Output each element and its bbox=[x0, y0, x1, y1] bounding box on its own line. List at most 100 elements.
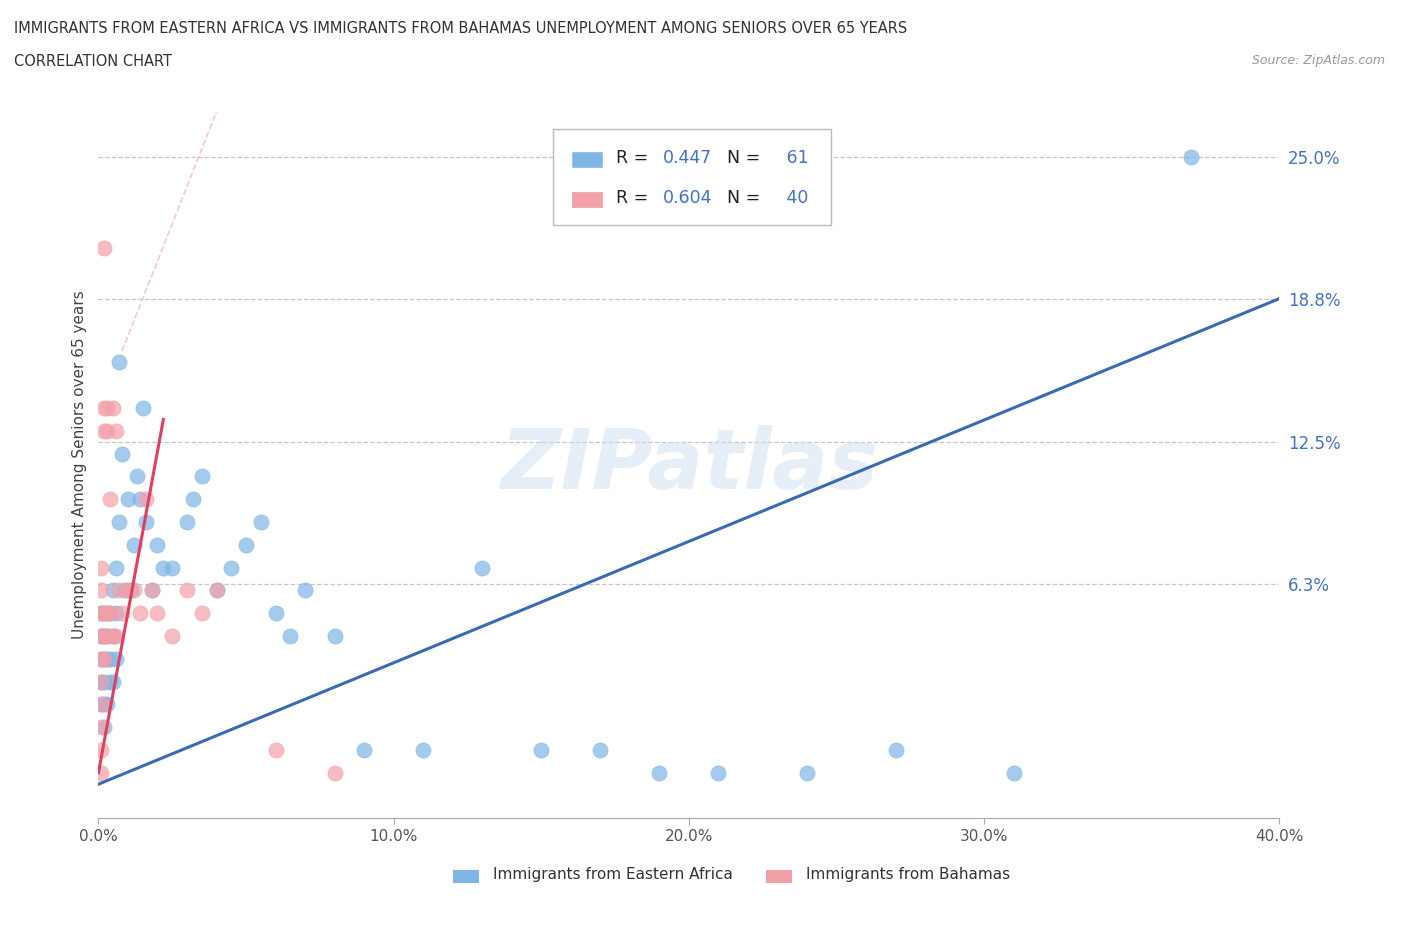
Text: Immigrants from Bahamas: Immigrants from Bahamas bbox=[806, 868, 1010, 883]
Point bbox=[205, 583, 228, 598]
Point bbox=[353, 742, 375, 757]
Point bbox=[103, 583, 125, 598]
Point bbox=[141, 583, 163, 598]
Text: 0.604: 0.604 bbox=[664, 189, 713, 207]
Point bbox=[250, 514, 273, 529]
Point bbox=[96, 629, 118, 644]
Point bbox=[146, 538, 169, 552]
Text: Immigrants from Eastern Africa: Immigrants from Eastern Africa bbox=[494, 868, 733, 883]
FancyBboxPatch shape bbox=[572, 152, 602, 166]
Point bbox=[98, 605, 121, 620]
Point bbox=[105, 629, 128, 644]
Point bbox=[96, 697, 118, 711]
Point bbox=[264, 742, 287, 757]
Point bbox=[90, 651, 112, 666]
Point bbox=[191, 469, 214, 484]
Point bbox=[108, 355, 131, 370]
Point bbox=[93, 651, 115, 666]
Text: R =: R = bbox=[616, 189, 654, 207]
Point bbox=[103, 629, 125, 644]
Text: Source: ZipAtlas.com: Source: ZipAtlas.com bbox=[1251, 54, 1385, 67]
Point bbox=[90, 560, 112, 575]
Point bbox=[135, 492, 157, 507]
Point bbox=[530, 742, 553, 757]
Point bbox=[323, 629, 346, 644]
Y-axis label: Unemployment Among Seniors over 65 years: Unemployment Among Seniors over 65 years bbox=[72, 291, 87, 640]
Text: 61: 61 bbox=[782, 149, 808, 166]
FancyBboxPatch shape bbox=[572, 192, 602, 206]
Text: N =: N = bbox=[716, 149, 761, 166]
Point bbox=[114, 583, 136, 598]
Point bbox=[125, 469, 148, 484]
Text: ZIPatlas: ZIPatlas bbox=[501, 424, 877, 506]
Point bbox=[264, 605, 287, 620]
Point bbox=[105, 423, 128, 438]
Text: CORRELATION CHART: CORRELATION CHART bbox=[14, 54, 172, 69]
Point bbox=[707, 765, 730, 780]
Point bbox=[90, 697, 112, 711]
Point bbox=[132, 401, 155, 416]
Point bbox=[141, 583, 163, 598]
Point bbox=[1002, 765, 1025, 780]
Point bbox=[90, 697, 112, 711]
Point bbox=[93, 629, 115, 644]
Point bbox=[90, 720, 112, 735]
Point bbox=[98, 492, 121, 507]
Point bbox=[128, 605, 150, 620]
Point bbox=[412, 742, 434, 757]
Text: N =: N = bbox=[716, 189, 761, 207]
Point bbox=[96, 605, 118, 620]
Point bbox=[205, 583, 228, 598]
Point bbox=[103, 629, 125, 644]
Point bbox=[98, 674, 121, 689]
Point bbox=[93, 241, 115, 256]
Point bbox=[181, 492, 204, 507]
Point bbox=[117, 492, 139, 507]
Point bbox=[90, 605, 112, 620]
Text: 40: 40 bbox=[782, 189, 808, 207]
Point bbox=[90, 742, 112, 757]
Point bbox=[90, 765, 112, 780]
Point bbox=[111, 605, 134, 620]
Point bbox=[90, 651, 112, 666]
Point bbox=[93, 605, 115, 620]
Point bbox=[152, 560, 174, 575]
Point bbox=[93, 651, 115, 666]
Point bbox=[105, 605, 128, 620]
Text: R =: R = bbox=[616, 149, 654, 166]
Point bbox=[162, 560, 183, 575]
Point bbox=[122, 583, 145, 598]
Point bbox=[221, 560, 243, 575]
Point bbox=[648, 765, 671, 780]
Point bbox=[884, 742, 907, 757]
Point bbox=[90, 674, 112, 689]
FancyBboxPatch shape bbox=[453, 870, 478, 883]
Point bbox=[117, 583, 139, 598]
Point bbox=[93, 720, 115, 735]
Point bbox=[323, 765, 346, 780]
Point bbox=[93, 697, 115, 711]
Point bbox=[93, 401, 115, 416]
Text: 0.447: 0.447 bbox=[664, 149, 713, 166]
Point bbox=[146, 605, 169, 620]
Point bbox=[96, 651, 118, 666]
Point bbox=[111, 446, 134, 461]
Point bbox=[90, 629, 112, 644]
Point bbox=[589, 742, 612, 757]
Point bbox=[108, 583, 131, 598]
Text: IMMIGRANTS FROM EASTERN AFRICA VS IMMIGRANTS FROM BAHAMAS UNEMPLOYMENT AMONG SEN: IMMIGRANTS FROM EASTERN AFRICA VS IMMIGR… bbox=[14, 21, 907, 36]
Point bbox=[103, 674, 125, 689]
Point bbox=[108, 514, 131, 529]
Point bbox=[93, 629, 115, 644]
Point bbox=[796, 765, 818, 780]
Point bbox=[96, 605, 118, 620]
Point bbox=[135, 514, 157, 529]
Point bbox=[176, 583, 198, 598]
Point bbox=[103, 401, 125, 416]
Point bbox=[93, 423, 115, 438]
FancyBboxPatch shape bbox=[766, 870, 792, 883]
Point bbox=[90, 629, 112, 644]
Point bbox=[105, 651, 128, 666]
Point bbox=[105, 560, 128, 575]
Point bbox=[96, 423, 118, 438]
